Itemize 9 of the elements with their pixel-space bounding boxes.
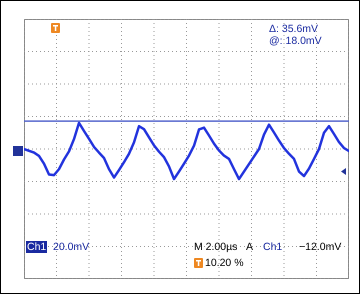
- text: Ch1: [263, 241, 282, 253]
- text: @: 18.0mV: [269, 35, 322, 47]
- text: Δ: 35.6mV: [269, 23, 318, 35]
- text: 20.0mV: [53, 241, 90, 253]
- text: −12.0mV: [299, 241, 342, 253]
- text: Ch1: [26, 241, 48, 253]
- text: A: [246, 241, 254, 253]
- text: M 2.00µs: [194, 241, 238, 253]
- text: 10.20 %: [205, 257, 244, 269]
